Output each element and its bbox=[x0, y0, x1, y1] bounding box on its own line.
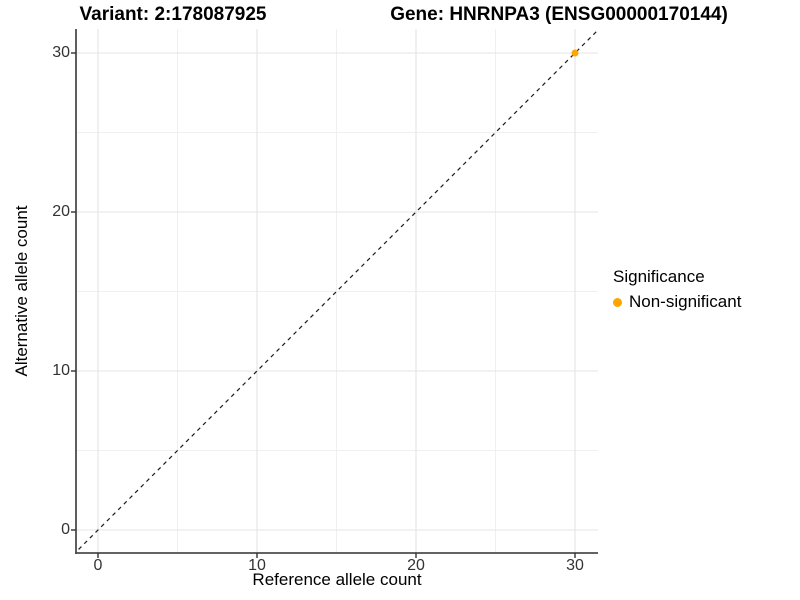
x-axis-title: Reference allele count bbox=[252, 570, 422, 589]
data-point bbox=[571, 49, 579, 57]
legend-item-non-significant: Non-significant bbox=[613, 292, 741, 312]
legend-point-icon bbox=[613, 297, 622, 307]
plot-title-variant: Variant: 2:178087925 bbox=[79, 4, 267, 25]
legend: Significance Non-significant bbox=[613, 267, 741, 312]
y-axis-title: Alternative allele count bbox=[12, 205, 31, 377]
legend-title: Significance bbox=[613, 267, 705, 286]
identity-dashed-line bbox=[76, 29, 598, 553]
legend-item-label: Non-significant bbox=[629, 292, 742, 311]
plot-title-gene: Gene: HNRNPA3 (ENSG00000170144) bbox=[390, 4, 728, 25]
